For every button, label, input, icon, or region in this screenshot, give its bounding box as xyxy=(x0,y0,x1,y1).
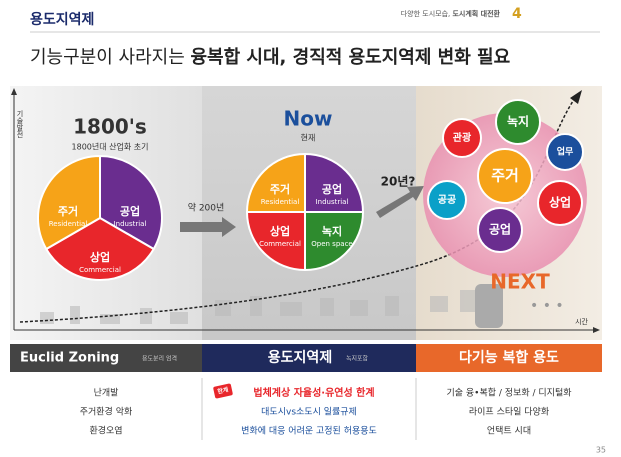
arrow xyxy=(376,186,424,218)
y-axis-label: 기술발전 xyxy=(16,109,24,138)
y-axis-head xyxy=(11,88,17,95)
tagline-bold: 도시계획 대전환 xyxy=(452,9,500,18)
bubble-label: 녹지 xyxy=(507,114,529,129)
badge xyxy=(213,383,233,399)
bubble xyxy=(477,207,523,253)
slice-openspace xyxy=(304,211,365,272)
now-subtitle: 현재 xyxy=(301,134,316,143)
slice-industrial xyxy=(99,154,164,251)
bubble xyxy=(477,148,533,204)
dots: • • • xyxy=(530,298,564,314)
bubble-label: 공업 xyxy=(489,223,511,237)
bubble xyxy=(442,118,482,158)
slice-label-en: Industrial xyxy=(114,220,147,228)
column-header xyxy=(10,344,202,372)
past-subtitle: 1800년대 산업화 초기 xyxy=(72,142,149,152)
column-note: 용도분리 엄격 xyxy=(142,355,177,363)
growth-head xyxy=(570,90,582,104)
bubble-labels: 관광 녹지 업무 주거 공공 상업 공업 xyxy=(438,114,573,237)
column-line: 주거환경 악화 xyxy=(80,406,133,418)
title-bold: 융복합 시대, 경직적 용도지역제 변화 필요 xyxy=(190,46,510,68)
next-title: NEXT xyxy=(490,270,550,294)
slice-residential xyxy=(245,152,306,213)
title-plain: 기능구분이 사라지는 xyxy=(30,47,190,68)
bubble-label: 공공 xyxy=(438,194,456,206)
bubbles xyxy=(427,99,584,253)
column-title: 다기능 복합 용도 xyxy=(459,349,559,366)
past-title: 1800's xyxy=(73,115,147,139)
tagline: 다양한 도시모습, 도시계획 대전환 xyxy=(401,9,501,18)
header-number: 4 xyxy=(512,6,522,22)
growth-curve xyxy=(19,97,576,323)
column-title: Euclid Zoning xyxy=(20,351,119,366)
slice-label: 주거 xyxy=(270,182,290,196)
title: 기능구분이 사라지는 융복합 시대, 경직적 용도지역제 변화 필요 xyxy=(30,46,510,68)
slice-label-en: Residential xyxy=(49,220,88,228)
x-axis-head xyxy=(593,327,600,333)
slice-label-en: Commercial xyxy=(79,266,121,274)
slice-commercial xyxy=(245,211,306,272)
badge-label: 한계 xyxy=(217,385,230,395)
bubble-label: 업무 xyxy=(557,146,574,158)
arrow-label: 약 200년 xyxy=(188,202,225,214)
column-header xyxy=(416,344,602,372)
slice-industrial xyxy=(304,152,365,213)
now-title: Now xyxy=(284,107,333,131)
page-number: 35 xyxy=(596,446,606,455)
arrow xyxy=(180,217,236,237)
column-header xyxy=(202,344,416,372)
bubble xyxy=(546,133,584,171)
column-note: 녹지포함 xyxy=(346,355,369,363)
column-line: 기술 융•복합 / 정보화 / 디지털화 xyxy=(446,387,571,399)
x-axis-label: 시간 xyxy=(575,317,588,326)
slice-label-en: Industrial xyxy=(316,198,349,206)
slice-label: 공업 xyxy=(322,183,342,196)
slice-label-en: Commercial xyxy=(259,240,301,248)
column-line: 언택트 시대 xyxy=(487,425,531,437)
column-line: 난개발 xyxy=(94,388,119,399)
slice-label-en: Open space xyxy=(311,240,352,248)
bubble xyxy=(495,99,541,145)
column-line: 환경오염 xyxy=(89,425,122,437)
tagline-plain: 다양한 도시모습, xyxy=(401,9,453,18)
bubble-label: 주거 xyxy=(491,167,519,185)
robot-icon xyxy=(475,284,503,328)
slice-label: 공업 xyxy=(120,205,140,218)
slice-label: 녹지 xyxy=(322,224,342,238)
column-line: 라이프 스타일 다양화 xyxy=(469,407,549,418)
section: 용도지역제 xyxy=(30,11,94,28)
bubble xyxy=(537,180,583,226)
bubble-label: 관광 xyxy=(453,131,472,144)
bubble-label: 상업 xyxy=(549,195,571,210)
column-line: 대도시vs소도시 일률규제 xyxy=(261,407,357,418)
slice-label: 상업 xyxy=(270,224,290,238)
column-line: 법체계상 자율성·유연성 한계 xyxy=(253,386,374,399)
slice-label: 주거 xyxy=(58,204,78,218)
slice-label-en: Residential xyxy=(261,198,300,206)
arrow-label: 20년? xyxy=(381,175,416,189)
slice-residential xyxy=(36,154,101,251)
slice-label: 상업 xyxy=(90,250,110,264)
column-line: 변화에 대응 어려운 고정된 허용용도 xyxy=(241,425,377,437)
column-title: 용도지역제 xyxy=(268,349,332,366)
bubble xyxy=(427,180,467,220)
